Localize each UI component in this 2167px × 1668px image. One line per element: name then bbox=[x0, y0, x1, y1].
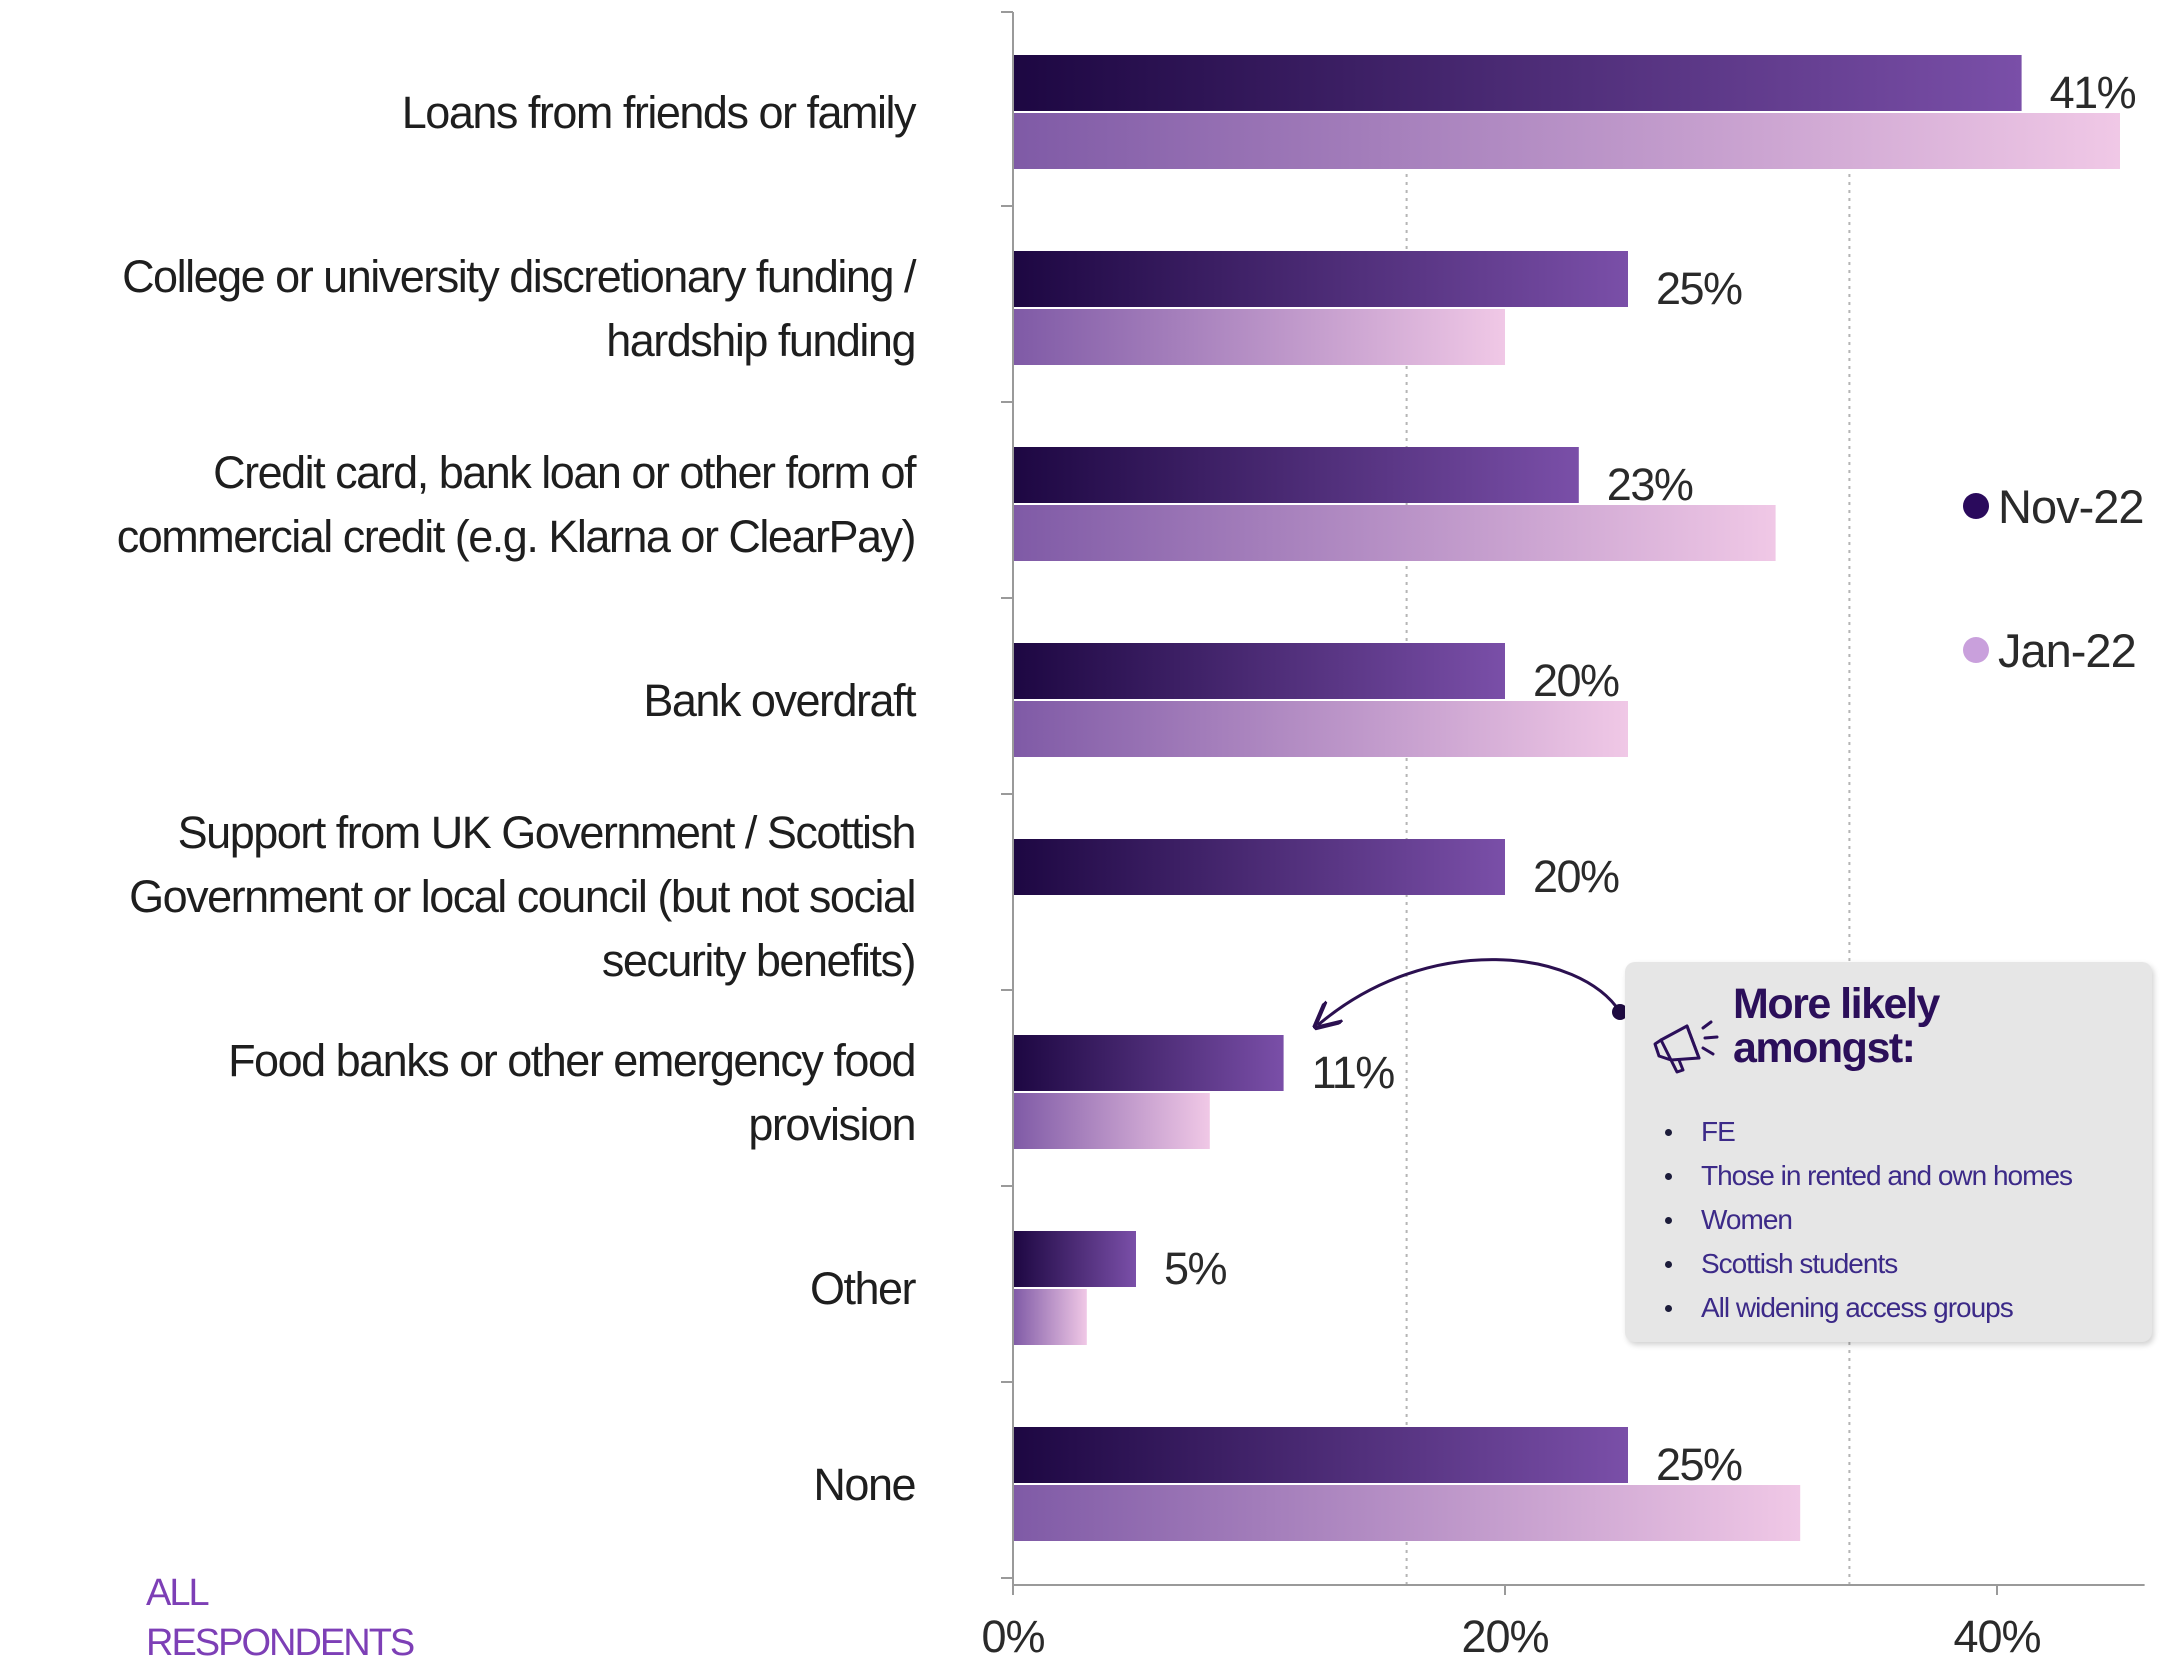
bar-jan-22 bbox=[1013, 1289, 1087, 1345]
bar-jan-22 bbox=[1013, 505, 1776, 561]
bar-nov-22 bbox=[1013, 55, 2022, 111]
data-label: 23% bbox=[1607, 459, 1693, 510]
x-tick-label: 40% bbox=[1953, 1611, 2040, 1660]
callout-arrow bbox=[1318, 958, 1628, 1025]
bars bbox=[1013, 55, 2120, 1541]
bar-nov-22 bbox=[1013, 839, 1505, 895]
category-label: Bank overdraft bbox=[643, 675, 917, 726]
category-label: security benefits) bbox=[602, 935, 915, 986]
base-label-line: RESPONDENTS bbox=[146, 1622, 415, 1664]
data-label: 20% bbox=[1533, 851, 1619, 902]
bar-nov-22 bbox=[1013, 1231, 1136, 1287]
x-tick-label: 0% bbox=[981, 1611, 1044, 1660]
bar-nov-22 bbox=[1013, 1035, 1284, 1091]
category-label: hardship funding bbox=[606, 315, 915, 366]
legend-label: Jan-22 bbox=[1998, 624, 2136, 677]
category-label: provision bbox=[748, 1099, 915, 1150]
callout-title: More likely amongst: bbox=[1733, 980, 1940, 1072]
legend-marker bbox=[1963, 493, 1989, 519]
category-label: Government or local council (but not soc… bbox=[129, 871, 915, 922]
callout-header: More likely amongst: bbox=[1647, 982, 2132, 1084]
bar-nov-22 bbox=[1013, 447, 1579, 503]
arrow-origin-dot bbox=[1612, 1004, 1628, 1020]
callout-title-line: amongst: bbox=[1733, 1024, 1916, 1072]
bar-jan-22 bbox=[1013, 309, 1505, 365]
bar-nov-22 bbox=[1013, 643, 1505, 699]
category-label: Other bbox=[810, 1263, 917, 1314]
bar-jan-22 bbox=[1013, 113, 2120, 169]
data-label: 20% bbox=[1533, 655, 1619, 706]
category-label: Loans from friends or family bbox=[402, 87, 917, 138]
base-label: ALL RESPONDENTS bbox=[146, 1568, 415, 1668]
category-label: Support from UK Government / Scottish bbox=[178, 807, 915, 858]
axes bbox=[1001, 11, 2145, 1595]
megaphone-icon bbox=[1653, 1020, 1719, 1074]
callout-title-line: More likely bbox=[1733, 980, 1940, 1028]
category-label: None bbox=[813, 1459, 915, 1510]
bar-jan-22 bbox=[1013, 1485, 1801, 1541]
bar-jan-22 bbox=[1013, 1093, 1210, 1149]
callout-box: More likely amongst: FE Those in rented … bbox=[1625, 962, 2152, 1342]
data-label: 5% bbox=[1164, 1243, 1227, 1294]
data-label: 11% bbox=[1312, 1047, 1395, 1098]
x-tick-label: 20% bbox=[1461, 1611, 1548, 1660]
category-label: Food banks or other emergency food bbox=[228, 1035, 915, 1086]
data-label: 41% bbox=[2050, 67, 2136, 118]
bar-nov-22 bbox=[1013, 251, 1628, 307]
legend-label: Nov-22 bbox=[1998, 480, 2144, 533]
labels: 0% 20% 40% Loans from friends or family 41% C… bbox=[117, 67, 2137, 1660]
data-label: 25% bbox=[1656, 263, 1742, 314]
category-label: College or university discretionary fund… bbox=[122, 251, 917, 302]
bar-jan-22 bbox=[1013, 701, 1628, 757]
list-item: Women bbox=[1661, 1198, 2132, 1242]
list-item: All widening access groups bbox=[1661, 1286, 2132, 1330]
curved-arrow bbox=[1318, 958, 1622, 1025]
category-label: Credit card, bank loan or other form of bbox=[213, 447, 917, 498]
list-item: Those in rented and own homes bbox=[1661, 1154, 2132, 1198]
category-label: commercial credit (e.g. Klarna or ClearP… bbox=[117, 511, 915, 562]
legend-marker bbox=[1963, 637, 1989, 663]
data-label: 25% bbox=[1656, 1439, 1742, 1490]
list-item: FE bbox=[1661, 1110, 2132, 1154]
list-item: Scottish students bbox=[1661, 1242, 2132, 1286]
legend: Nov-22 Jan-22 bbox=[1963, 480, 2145, 677]
bar-nov-22 bbox=[1013, 1427, 1628, 1483]
base-label-line: ALL bbox=[146, 1572, 210, 1614]
callout-list: FE Those in rented and own homes Women S… bbox=[1647, 1110, 2132, 1330]
